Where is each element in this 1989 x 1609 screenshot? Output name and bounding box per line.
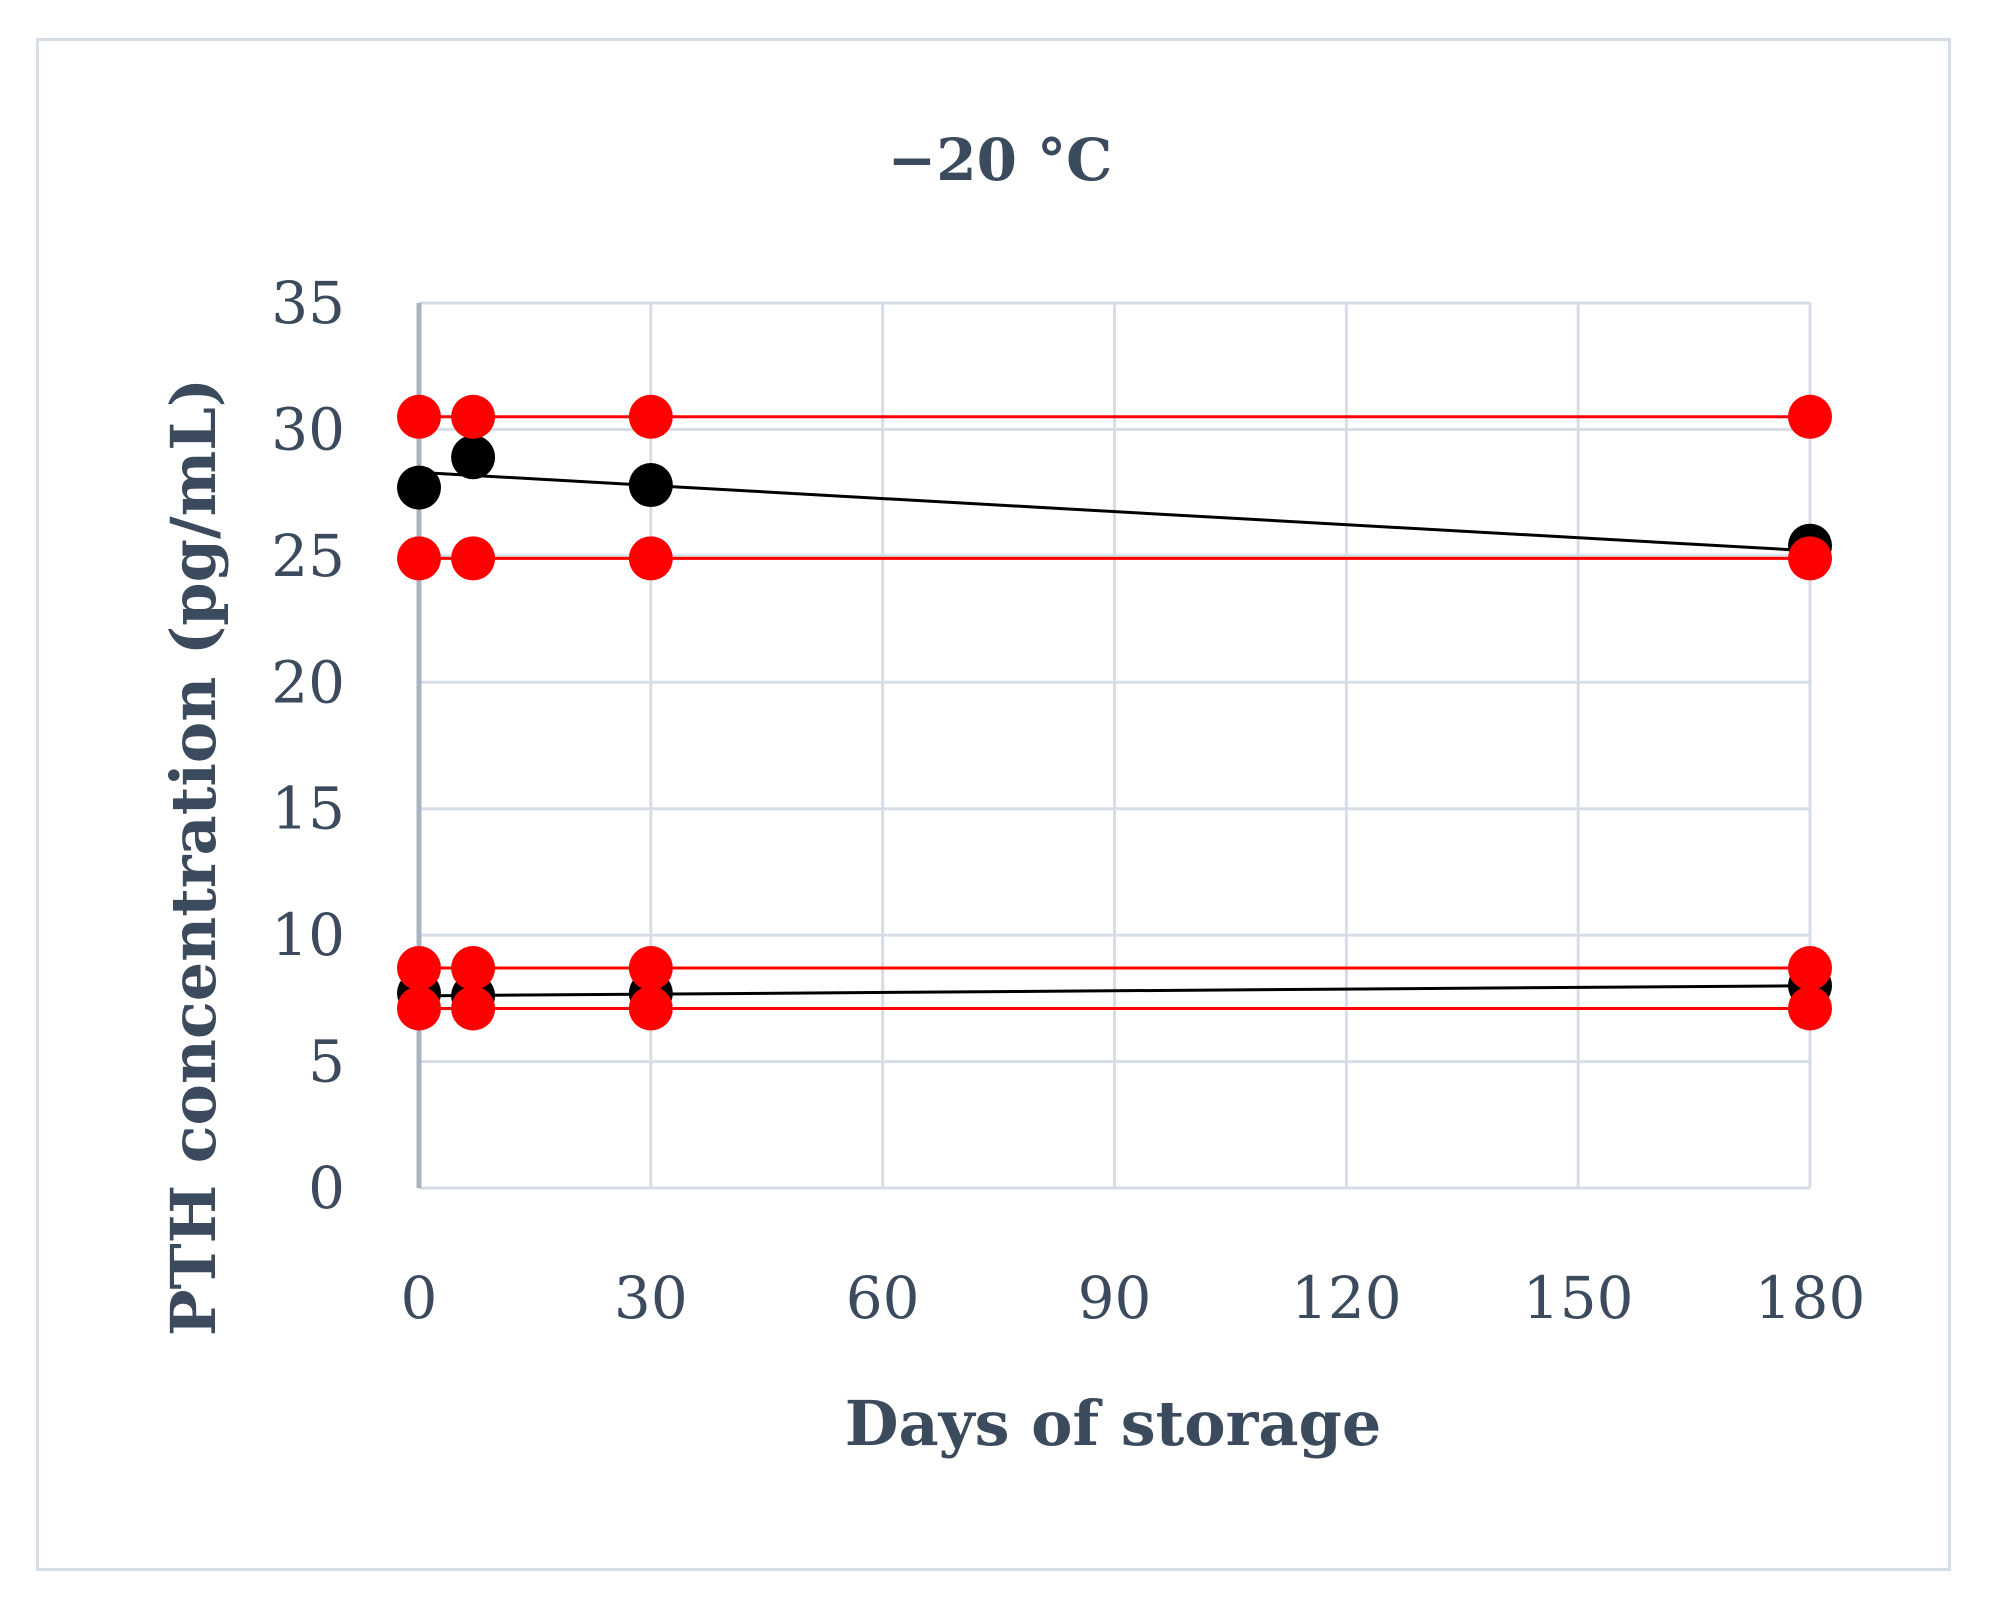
y-tick-label: 30 (271, 395, 345, 463)
data-point-upper-limit-low (451, 946, 496, 991)
data-point-lower-limit-high (628, 536, 673, 581)
data-point-upper-limit-high (397, 394, 441, 439)
x-tick-label: 120 (1291, 1264, 1402, 1332)
data-point-lower-limit-high (397, 536, 441, 581)
x-tick-label: 150 (1523, 1264, 1634, 1332)
data-point-lower-limit-low (628, 986, 673, 1031)
y-tick-label: 5 (308, 1028, 345, 1096)
y-tick-label: 0 (308, 1154, 345, 1222)
data-point-upper-limit-low (628, 946, 673, 991)
y-tick-label: 25 (271, 522, 345, 590)
series-layer (397, 394, 1832, 1031)
data-point-lower-limit-low (397, 986, 441, 1031)
tick-labels: 0 5 10 15 20 25 30 35 0 30 60 90 120 150 180 (271, 269, 1865, 1332)
data-point-lower-limit-low (1788, 986, 1832, 1031)
data-point-upper-limit-high (628, 394, 673, 439)
grid-lines (416, 301, 1812, 1190)
data-point-lower-limit-high (451, 536, 496, 581)
y-tick-label: 20 (271, 648, 345, 716)
x-axis-title: Days of storage (845, 1387, 1382, 1460)
data-point-measured-high (451, 435, 496, 480)
y-axis-title: PTH concentration (pg/mL) (157, 378, 230, 1336)
x-tick-label: 0 (401, 1264, 438, 1332)
data-point-lower-limit-low (451, 986, 496, 1031)
x-tick-label: 60 (846, 1264, 920, 1332)
data-point-upper-limit-high (1788, 394, 1832, 439)
chart-title: −20 °C (888, 126, 1113, 194)
data-point-upper-limit-high (451, 394, 496, 439)
data-point-measured-high (628, 463, 673, 508)
figure-frame (36, 38, 1951, 1571)
x-tick-label: 90 (1078, 1264, 1152, 1332)
data-point-measured-high (397, 465, 441, 510)
y-tick-label: 35 (271, 269, 345, 337)
x-tick-label: 180 (1755, 1264, 1866, 1332)
data-point-lower-limit-high (1788, 536, 1832, 581)
data-point-upper-limit-low (397, 946, 441, 991)
y-tick-label: 10 (271, 901, 345, 969)
y-tick-label: 15 (271, 775, 345, 843)
data-point-upper-limit-low (1788, 946, 1832, 991)
x-tick-label: 30 (614, 1264, 688, 1332)
